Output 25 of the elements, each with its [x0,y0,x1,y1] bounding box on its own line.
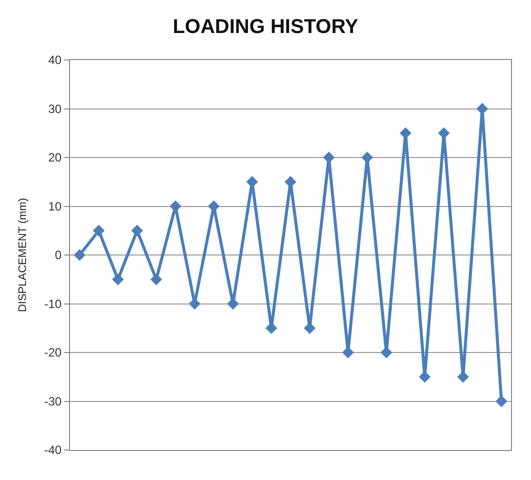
point [361,152,374,164]
y-tick-label: 40 [48,53,62,68]
y-tick-label: -10 [44,296,62,311]
point [112,274,124,286]
point [131,224,143,236]
y-tick-label: 20 [48,150,62,165]
y-tick-label: -20 [44,346,62,360]
y-tick-label: 10 [48,199,62,214]
point [418,371,431,383]
y-axis-title: DISPLACEMENT (mm) [16,198,29,312]
point [150,274,162,286]
point [380,346,392,358]
y-tick-label: -40 [44,443,62,458]
point [438,127,450,139]
y-tick-label: 30 [48,102,62,116]
point [92,224,105,236]
point [74,249,86,261]
y-tick-label: -30 [44,394,62,408]
chart-title: LOADING HISTORY [172,16,359,38]
point [496,395,508,408]
point [323,152,335,164]
y-tick-label: 0 [54,248,62,262]
point [342,346,354,358]
point [457,371,469,383]
point [400,127,412,139]
